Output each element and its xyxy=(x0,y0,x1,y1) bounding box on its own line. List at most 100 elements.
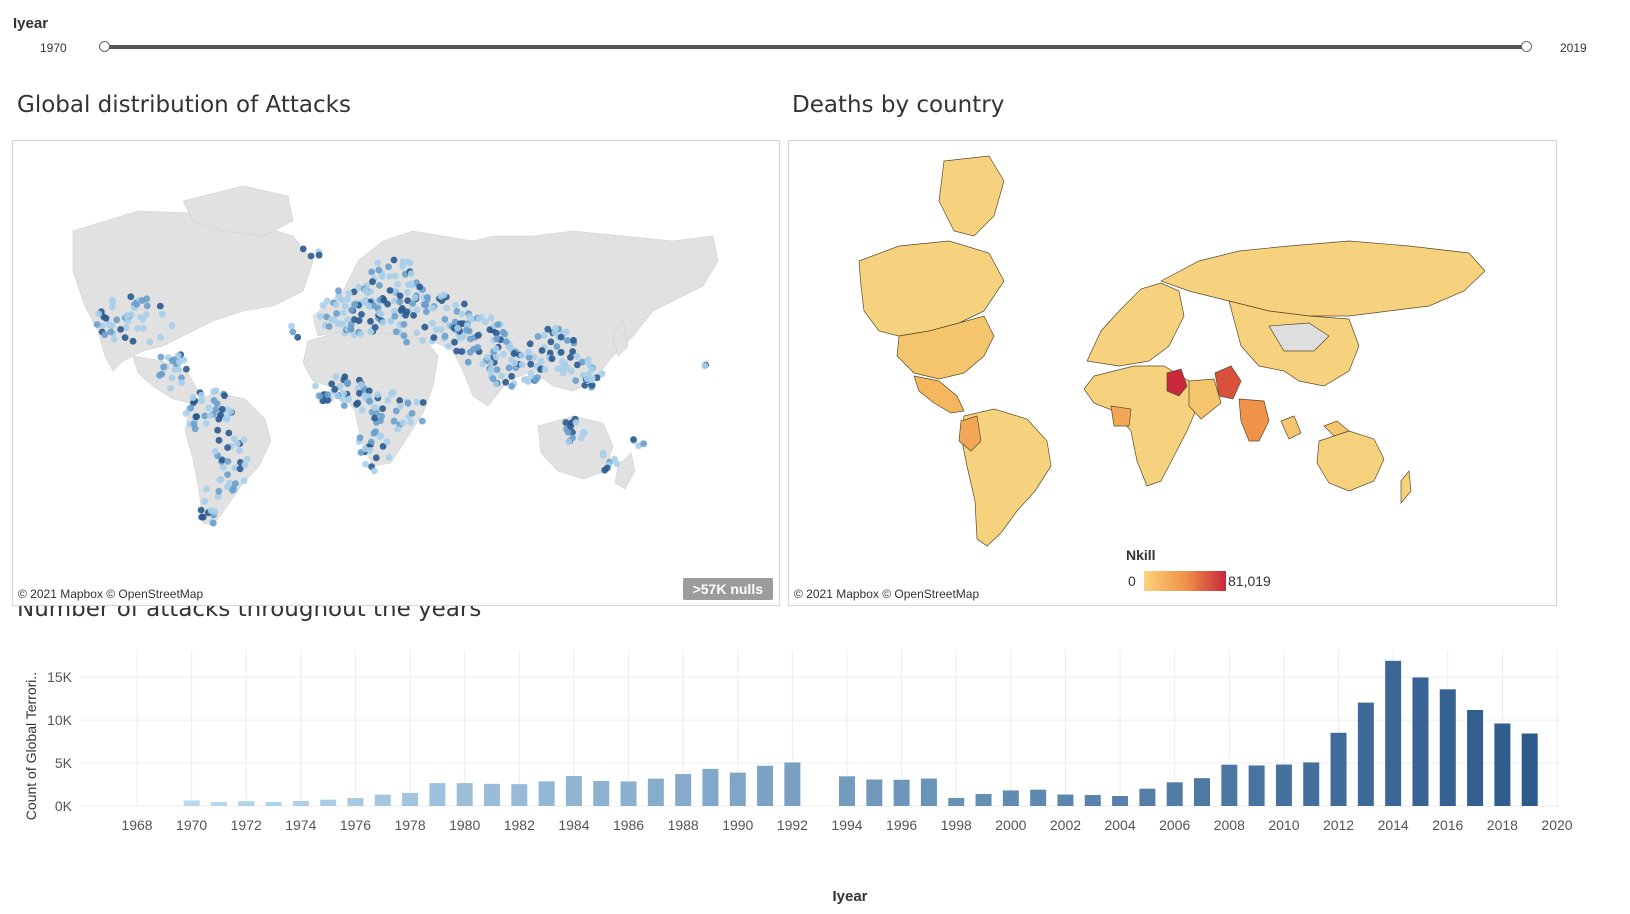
bar-2008[interactable] xyxy=(1221,764,1238,806)
attack-point[interactable] xyxy=(224,406,231,413)
attack-point[interactable] xyxy=(288,322,295,330)
attack-point[interactable] xyxy=(127,293,135,301)
attack-point[interactable] xyxy=(206,412,214,419)
attack-point[interactable] xyxy=(102,314,110,322)
attack-point[interactable] xyxy=(404,297,412,304)
attack-point[interactable] xyxy=(325,323,333,330)
attack-point[interactable] xyxy=(339,395,347,403)
attack-point[interactable] xyxy=(371,324,379,331)
bar-1994[interactable] xyxy=(839,776,855,806)
attack-point[interactable] xyxy=(588,376,596,384)
attack-point[interactable] xyxy=(364,289,372,297)
nulls-badge[interactable]: >57K nulls xyxy=(682,578,773,600)
attack-point[interactable] xyxy=(392,407,400,415)
attack-point[interactable] xyxy=(508,372,515,380)
attack-point[interactable] xyxy=(409,300,416,307)
attack-point[interactable] xyxy=(127,311,135,319)
attack-point[interactable] xyxy=(170,356,178,364)
attack-point[interactable] xyxy=(201,498,209,505)
bar-1972[interactable] xyxy=(238,801,255,806)
attack-point[interactable] xyxy=(400,321,408,328)
attack-point[interactable] xyxy=(358,406,366,414)
attack-point[interactable] xyxy=(407,280,415,288)
attack-point[interactable] xyxy=(572,419,580,426)
attack-point[interactable] xyxy=(146,338,154,346)
attack-point[interactable] xyxy=(487,314,495,322)
bar-1971[interactable] xyxy=(210,801,227,806)
attack-point[interactable] xyxy=(379,405,386,412)
bar-1986[interactable] xyxy=(620,781,637,806)
attack-point[interactable] xyxy=(402,311,409,319)
attack-point[interactable] xyxy=(392,328,400,336)
attack-point[interactable] xyxy=(198,397,206,405)
attack-point[interactable] xyxy=(389,389,397,396)
bar-1987[interactable] xyxy=(647,778,664,806)
attack-point[interactable] xyxy=(466,313,474,321)
attack-point[interactable] xyxy=(577,434,585,442)
attack-point[interactable] xyxy=(214,426,222,434)
attack-point[interactable] xyxy=(316,392,324,400)
attack-point[interactable] xyxy=(411,294,419,302)
attack-point[interactable] xyxy=(212,406,220,413)
attack-point[interactable] xyxy=(419,337,427,344)
attack-point[interactable] xyxy=(437,326,445,333)
attack-point[interactable] xyxy=(167,384,175,392)
attack-point[interactable] xyxy=(333,392,341,400)
attack-point[interactable] xyxy=(410,312,417,319)
attack-point[interactable] xyxy=(400,332,408,340)
attack-point[interactable] xyxy=(454,324,461,332)
attack-point[interactable] xyxy=(214,493,222,500)
attack-point[interactable] xyxy=(231,464,239,472)
attack-point[interactable] xyxy=(494,321,502,328)
attack-point[interactable] xyxy=(464,358,472,366)
attack-point[interactable] xyxy=(109,303,116,311)
attack-point[interactable] xyxy=(537,357,545,365)
bar-1974[interactable] xyxy=(292,801,309,806)
attack-point[interactable] xyxy=(190,420,198,428)
attack-point[interactable] xyxy=(143,311,150,318)
attack-point[interactable] xyxy=(340,402,348,409)
bar-2000[interactable] xyxy=(1002,790,1019,806)
attack-point[interactable] xyxy=(355,283,362,291)
attack-point[interactable] xyxy=(370,430,378,437)
attack-point[interactable] xyxy=(493,366,501,374)
attack-point[interactable] xyxy=(407,270,415,277)
attack-point[interactable] xyxy=(588,381,596,389)
attack-point[interactable] xyxy=(344,379,352,386)
attack-point[interactable] xyxy=(367,328,375,336)
attack-point[interactable] xyxy=(336,382,344,390)
attack-point[interactable] xyxy=(492,380,500,387)
attack-point[interactable] xyxy=(404,288,411,296)
attack-point[interactable] xyxy=(369,278,376,286)
attack-point[interactable] xyxy=(564,364,572,372)
attack-point[interactable] xyxy=(458,348,466,355)
attack-point[interactable] xyxy=(580,428,587,436)
attack-point[interactable] xyxy=(570,336,577,344)
attack-point[interactable] xyxy=(408,410,416,417)
attack-point[interactable] xyxy=(399,419,407,427)
attack-point[interactable] xyxy=(105,321,113,328)
attack-point[interactable] xyxy=(383,438,391,446)
attack-point[interactable] xyxy=(168,374,176,382)
attack-point[interactable] xyxy=(611,455,618,463)
attack-point[interactable] xyxy=(453,347,460,355)
attack-point[interactable] xyxy=(241,461,249,469)
year-slider-max-handle[interactable] xyxy=(1521,41,1532,52)
attack-point[interactable] xyxy=(345,395,353,403)
attack-point[interactable] xyxy=(429,304,437,312)
bar-1990[interactable] xyxy=(729,772,746,806)
attack-point[interactable] xyxy=(540,331,548,339)
attack-point[interactable] xyxy=(357,331,364,338)
attack-point[interactable] xyxy=(218,456,226,464)
attack-point[interactable] xyxy=(341,302,349,310)
bar-2019[interactable] xyxy=(1521,733,1538,806)
attack-point[interactable] xyxy=(573,352,581,360)
bar-1979[interactable] xyxy=(429,783,446,806)
attack-point[interactable] xyxy=(394,425,401,433)
attack-point[interactable] xyxy=(424,294,431,301)
attack-point[interactable] xyxy=(461,300,468,308)
attack-point[interactable] xyxy=(379,443,387,450)
bar-2017[interactable] xyxy=(1467,709,1484,806)
attack-point[interactable] xyxy=(240,436,248,444)
bar-2004[interactable] xyxy=(1112,795,1129,806)
